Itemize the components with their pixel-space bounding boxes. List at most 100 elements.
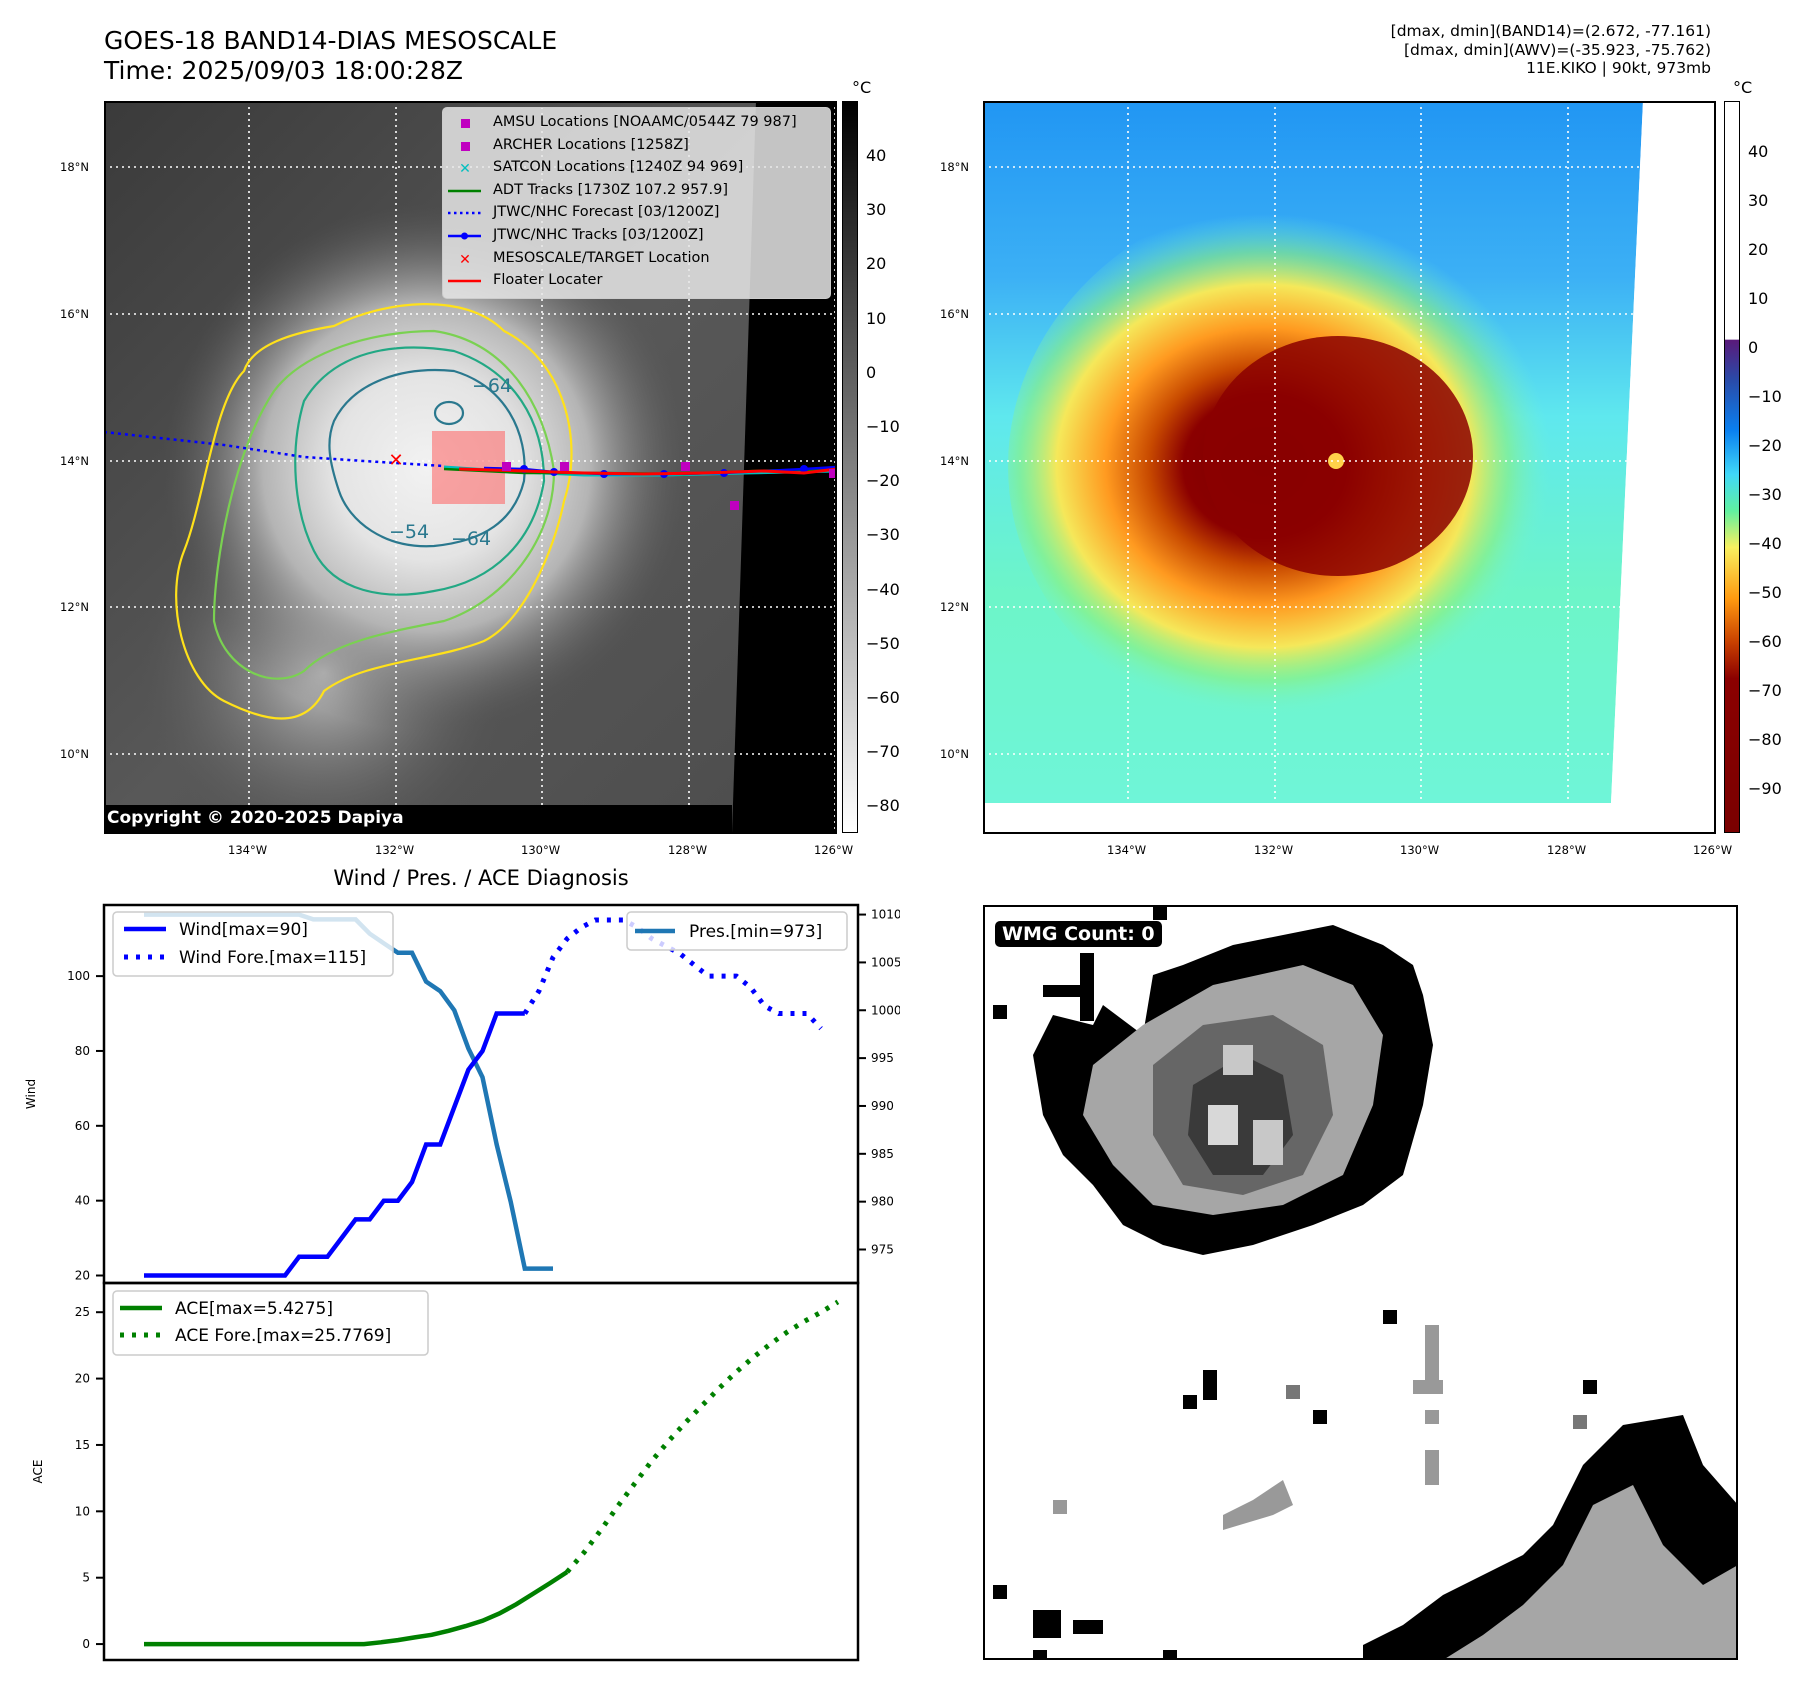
- colorbar-tick: −10: [866, 417, 900, 436]
- legend-label: ADT Tracks [1730Z 107.2 957.9]: [493, 181, 729, 198]
- lat-tick: 10°N: [60, 747, 89, 761]
- colorbar-tick: −60: [1748, 632, 1782, 651]
- chart-title: Wind / Pres. / ACE Diagnosis: [333, 866, 629, 890]
- lon-tick: 132°W: [1254, 843, 1294, 857]
- colorbar-tick: 30: [866, 200, 887, 220]
- left-map-contour-labels: −64 −54 −64: [389, 375, 512, 550]
- ace-line: [144, 1570, 569, 1647]
- ace-y-tick-label: 15: [75, 1438, 90, 1452]
- legend-label: SATCON Locations [1240Z 94 969]: [493, 159, 744, 176]
- right-colorbar-unit: °C: [1733, 78, 1753, 97]
- title-line-1: GOES-18 BAND14-DIAS MESOSCALE: [104, 26, 558, 55]
- copyright-text: Copyright © 2020-2025 Dapiya: [107, 808, 404, 828]
- lon-tick: 134°W: [228, 843, 268, 857]
- colorbar-tick: −30: [866, 525, 900, 545]
- colorbar-tick: −60: [866, 688, 900, 707]
- wind-y-tick-label: 40: [75, 1194, 90, 1208]
- ace-y-tick-label: 10: [75, 1504, 90, 1518]
- colorbar-tick: 10: [866, 308, 887, 328]
- legend-marker-icon: [447, 228, 483, 244]
- wind-y-tick-label: 60: [75, 1119, 90, 1133]
- pressure-legend-label: Pres.[min=973]: [689, 922, 822, 942]
- pressure-legend-box: [626, 911, 848, 951]
- wind-legend-label: Wind[max=90]: [179, 920, 308, 940]
- legend-label: Floater Locater: [493, 272, 603, 289]
- left-map-legend: AMSU Locations [NOAAMC/0544Z 79 987] ARCH…: [442, 107, 831, 299]
- right-map-gridlines: [983, 101, 1716, 834]
- colorbar-tick: −40: [1748, 534, 1782, 553]
- lon-tick: 126°W: [814, 843, 854, 857]
- stats-block: [dmax, dmin](BAND14)=(2.672, -77.161) [d…: [1391, 22, 1711, 78]
- lat-tick: 12°N: [940, 600, 969, 614]
- ace-y-tick-label: 0: [82, 1637, 90, 1651]
- lat-tick: 12°N: [60, 600, 89, 614]
- colorbar-tick: −50: [1748, 583, 1782, 602]
- colorbar-tick: 20: [1748, 240, 1769, 259]
- colorbar-tick: −20: [1748, 436, 1782, 455]
- svg-text:✕: ✕: [459, 252, 471, 267]
- lon-tick: 130°W: [521, 843, 561, 857]
- legend-marker-icon: [447, 115, 483, 131]
- contour-label: −54: [389, 521, 429, 543]
- forecast-track-line: [104, 430, 445, 468]
- legend-label: ARCHER Locations [1258Z]: [493, 136, 689, 153]
- wind-y-tick-label: 20: [75, 1269, 90, 1283]
- mesoscale-target-marker: ✕: [388, 450, 403, 471]
- legend-item: ARCHER Locations [1258Z]: [443, 135, 828, 157]
- pressure-y-tick-label: 1000: [871, 1003, 900, 1017]
- wind-legend-box: [112, 911, 394, 977]
- colorbar-tick: −70: [1748, 681, 1782, 700]
- ace-y-tick-label: 20: [75, 1372, 90, 1386]
- floater-track: [458, 467, 837, 476]
- lon-tick: 128°W: [1547, 843, 1587, 857]
- colorbar-tick: 10: [1748, 289, 1769, 308]
- wmg-count-badge: WMG Count: 0: [995, 921, 1162, 947]
- wmg-image: [983, 905, 1738, 1660]
- legend-item: Floater Locater: [443, 270, 828, 292]
- ace-legend-label: ACE[max=5.4275]: [175, 1299, 333, 1319]
- stats-band14: [dmax, dmin](BAND14)=(2.672, -77.161): [1390, 22, 1711, 40]
- wind-y-tick-label: 100: [67, 969, 90, 983]
- lon-tick: 130°W: [1400, 843, 1440, 857]
- wind-line: [144, 1011, 525, 1278]
- colorbar-tick: −80: [1748, 730, 1782, 749]
- legend-marker-icon: ✕: [447, 251, 483, 268]
- figure-title: GOES-18 BAND14-DIAS MESOSCALE Time: 2025…: [104, 26, 557, 86]
- colorbar-tick: −80: [866, 796, 900, 816]
- legend-marker-icon: ✕: [447, 160, 483, 177]
- left-map-panel: −64 −54 −64 ✕ Copyright © 2020-2025 Dapi…: [104, 101, 837, 834]
- colorbar-tick: 20: [866, 254, 887, 274]
- ace-forecast-line: [565, 1299, 840, 1574]
- contour-label: −64: [451, 528, 491, 550]
- copyright-bar: [104, 805, 732, 834]
- legend-item: ADT Tracks [1730Z 107.2 957.9]: [443, 180, 828, 202]
- title-line-2: Time: 2025/09/03 18:00:28Z: [104, 56, 463, 85]
- colorbar-tick: −50: [866, 633, 900, 653]
- legend-item: ✕ SATCON Locations [1240Z 94 969]: [443, 157, 828, 179]
- left-map-frame: [104, 101, 837, 834]
- colorbar-tick: −20: [866, 471, 900, 491]
- pressure-y-tick-label: 995: [871, 1051, 894, 1065]
- wind-forecast-legend-label: Wind Fore.[max=115]: [179, 948, 366, 968]
- lat-tick: 16°N: [60, 307, 89, 321]
- lat-tick: 18°N: [940, 160, 969, 174]
- colorbar-tick: −40: [866, 579, 900, 599]
- ace-legend-box: [112, 1290, 429, 1356]
- pressure-y-tick-label: 1010: [871, 908, 900, 922]
- left-map-contours: [175, 303, 573, 720]
- legend-marker-icon: [447, 273, 483, 289]
- lat-tick: 10°N: [940, 747, 969, 761]
- lat-tick: 16°N: [940, 307, 969, 321]
- legend-marker-icon: [447, 138, 483, 154]
- colorbar-tick: −70: [866, 742, 900, 762]
- legend-label: JTWC/NHC Forecast [03/1200Z]: [493, 204, 720, 221]
- legend-item: JTWC/NHC Tracks [03/1200Z]: [443, 225, 828, 247]
- wind-pressure-ace-chart: 10080604020Wind1010100510009959909859809…: [24, 903, 900, 1662]
- pressure-y-tick-label: 975: [871, 1243, 894, 1257]
- svg-text:✕: ✕: [459, 161, 471, 176]
- ace-y-tick-label: 25: [75, 1305, 90, 1319]
- ace-y-tick-label: 5: [82, 1571, 90, 1585]
- storm-info: 11E.KIKO | 90kt, 973mb: [1526, 59, 1711, 77]
- contour-label: −64: [472, 375, 512, 397]
- pressure-y-tick-label: 1005: [871, 955, 900, 969]
